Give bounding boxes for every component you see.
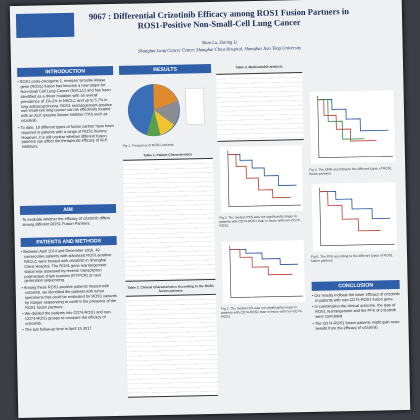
section-heading: INTRODUCTION [17,66,114,78]
table [125,293,218,398]
caption: Fig 1. Frequency of ROS1 variants [122,142,174,148]
km-plot [221,240,305,304]
caption: Table 3. Multivariable analysis [235,64,283,70]
caption: Table 2. Clinical Characteristics Accord… [127,283,214,294]
aim-text: To evaluate whether the efficacy of criz… [22,215,111,227]
bullet: • The last follow-up time is April 15 20… [22,325,92,333]
conclusion-text: • Our results indicate the lower efficac… [312,291,401,333]
table [122,157,216,282]
caption: Fig 5. The PFS according to the differen… [311,253,393,263]
table [216,72,304,142]
methods-text: • Between April 2014 and December 2016, … [20,247,119,335]
km-plot [219,145,304,213]
bullet: • Among these ROS1-positive patients tre… [21,283,117,310]
pie-chart [127,84,205,137]
km-plot [311,182,397,252]
section-heading: RESULTS [119,63,212,75]
caption: Fig 4. The ORR according to the differen… [309,166,392,176]
section-heading: AIM [19,203,117,215]
bullet: • To date, 18 different types of fusion … [18,122,114,150]
section-heading: CONCLUSION [311,280,400,291]
caption: Fig 3. The median OS was not significant… [221,305,303,319]
bullet: • ROS1 proto-oncogene 1, receptor tyrosi… [17,77,112,124]
caption: Fig 2. The median PFS was not significan… [219,214,301,228]
caption: Table 1. Patient Characteristics [143,152,193,158]
bullet: • We divided the patients into CD74-ROS1… [22,309,112,326]
section-heading: PATIENTS AND METHODS [20,235,117,247]
intro-text: • ROS1 proto-oncogene 1, receptor tyrosi… [17,77,114,152]
poster: 9067 : Differential Crizotinib Efficacy … [9,0,411,419]
bullet: • In combination the clinical outcome, t… [312,302,396,320]
title: 9067 : Differential Crizotinib Efficacy … [88,6,350,30]
logo [15,12,75,39]
bullet: • Between April 2014 and December 2016, … [20,247,112,284]
km-plot [309,90,396,164]
bullet: • The CD74-ROS1 fusion patients might ga… [312,318,400,331]
